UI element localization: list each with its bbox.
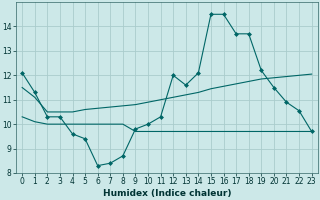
X-axis label: Humidex (Indice chaleur): Humidex (Indice chaleur) <box>103 189 231 198</box>
